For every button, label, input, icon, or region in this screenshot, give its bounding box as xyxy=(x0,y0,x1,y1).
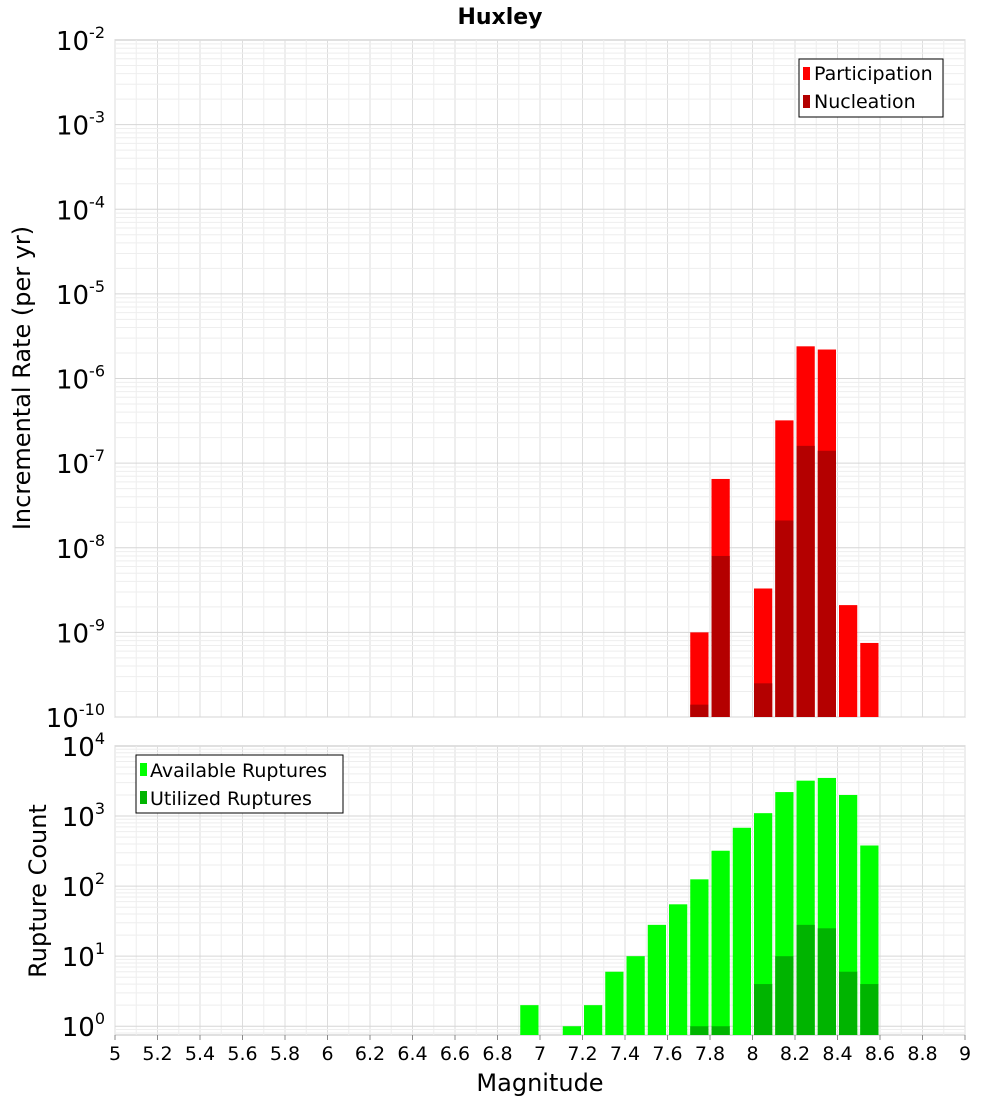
rate-bar-inner xyxy=(754,683,773,717)
count-y-tick-label: 102 xyxy=(62,869,105,903)
count-bar-outer xyxy=(669,904,688,1035)
available-legend-label: Available Ruptures xyxy=(150,760,327,782)
x-tick-label: 7.8 xyxy=(695,1043,725,1065)
x-tick-label: 7.4 xyxy=(610,1043,640,1065)
count-bar-outer xyxy=(562,1026,581,1035)
rate-bar-outer xyxy=(839,605,858,717)
x-tick-label: 6.8 xyxy=(482,1043,512,1065)
x-tick-label: 7 xyxy=(534,1043,546,1065)
x-tick-label: 9 xyxy=(959,1043,971,1065)
rate-y-tick-label: 10-4 xyxy=(56,192,105,226)
nucleation-legend-label: Nucleation xyxy=(814,91,916,113)
count-y-tick-label: 100 xyxy=(62,1009,105,1043)
x-tick-label: 5 xyxy=(109,1043,121,1065)
x-tick-label: 5.2 xyxy=(142,1043,172,1065)
x-tick-label: 8.8 xyxy=(907,1043,937,1065)
x-axis-label: Magnitude xyxy=(476,1069,603,1097)
x-tick-label: 6.2 xyxy=(355,1043,385,1065)
count-legend: Available Ruptures Utilized Ruptures xyxy=(135,754,344,814)
rate-bars xyxy=(690,346,879,717)
x-tick-label: 6.4 xyxy=(397,1043,427,1065)
rate-y-axis-label: Incremental Rate (per yr) xyxy=(8,226,36,530)
rate-bar-outer xyxy=(690,632,709,717)
count-bar-inner xyxy=(754,984,773,1035)
rate-y-tick-label: 10-10 xyxy=(46,700,105,734)
count-bar-inner xyxy=(860,984,879,1035)
rate-bar-inner xyxy=(711,555,730,717)
x-tick-label: 5.6 xyxy=(227,1043,257,1065)
utilized-legend-swatch xyxy=(140,791,147,804)
nucleation-legend-swatch xyxy=(803,95,810,108)
rate-y-tick-label: 10-5 xyxy=(56,277,105,311)
count-bar-inner xyxy=(839,971,858,1035)
count-legend-box xyxy=(135,754,344,814)
rate-bar-outer xyxy=(860,642,879,717)
x-tick-label: 6 xyxy=(321,1043,333,1065)
x-tick-label: 7.6 xyxy=(652,1043,682,1065)
chart-title: Huxley xyxy=(457,5,542,30)
rate-y-tick-label: 10-2 xyxy=(56,23,105,57)
count-y-tick-label: 104 xyxy=(62,729,105,763)
x-tick-label: 7.2 xyxy=(567,1043,597,1065)
x-tick-label: 8.2 xyxy=(780,1043,810,1065)
count-bar-inner xyxy=(817,928,836,1035)
x-tick-label: 8.4 xyxy=(822,1043,852,1065)
count-y-axis-label: Rupture Count xyxy=(24,804,52,978)
count-bar-inner xyxy=(690,1026,709,1035)
rate-y-tick-label: 10-8 xyxy=(56,531,105,565)
x-tick-label: 6.6 xyxy=(440,1043,470,1065)
x-tick-label: 8 xyxy=(746,1043,758,1065)
count-bar-outer xyxy=(647,924,666,1035)
count-panel: 100 101 102 103 104 5 5.2 5.4 5.6 5.8 6 6.2 6.4 6.6 6… xyxy=(24,729,971,1097)
count-bar-outer xyxy=(711,850,730,1035)
count-bar-outer xyxy=(520,1005,539,1035)
rate-bar-inner xyxy=(796,445,815,717)
rate-y-tick-label: 10-7 xyxy=(56,446,105,480)
count-bar-inner xyxy=(796,924,815,1035)
rate-bar-inner xyxy=(817,450,836,717)
rate-legend: Participation Nucleation xyxy=(798,58,944,118)
rate-legend-box xyxy=(798,58,944,118)
count-bar-inner xyxy=(711,1026,730,1035)
available-legend-swatch xyxy=(140,763,147,776)
count-bar-outer xyxy=(605,971,624,1035)
count-bar-outer xyxy=(732,827,751,1035)
count-y-tick-label: 103 xyxy=(62,799,105,833)
rate-bar-inner xyxy=(775,520,794,717)
x-tick-label: 5.8 xyxy=(270,1043,300,1065)
count-y-ticks: 100 101 102 103 104 xyxy=(62,729,105,1043)
count-bar-inner xyxy=(775,956,794,1035)
count-bar-outer xyxy=(690,879,709,1035)
count-y-tick-label: 101 xyxy=(62,939,105,973)
rate-y-tick-label: 10-3 xyxy=(56,108,105,142)
count-bars xyxy=(520,777,879,1035)
rate-bar-inner xyxy=(690,704,709,717)
x-tick-label: 8.6 xyxy=(865,1043,895,1065)
participation-legend-label: Participation xyxy=(814,63,933,85)
x-tick-label: 5.4 xyxy=(185,1043,215,1065)
count-bar-outer xyxy=(754,813,773,1035)
rate-y-tick-label: 10-9 xyxy=(56,615,105,649)
count-bar-outer xyxy=(584,1005,603,1035)
rate-grid xyxy=(114,40,966,718)
rate-panel: 10-10 10-9 10-8 10-7 10-6 10-5 10-4 10-3 10-2 In… xyxy=(8,23,966,734)
rate-y-tick-label: 10-6 xyxy=(56,362,105,396)
rate-y-ticks: 10-10 10-9 10-8 10-7 10-6 10-5 10-4 10-3 10-2 xyxy=(46,23,105,734)
utilized-legend-label: Utilized Ruptures xyxy=(150,788,312,810)
participation-legend-swatch xyxy=(803,67,810,80)
count-bar-outer xyxy=(626,956,645,1035)
count-x-ticks: 5 5.2 5.4 5.6 5.8 6 6.2 6.4 6.6 6.8 7 7.2 7.4 7.6 7.8 8… xyxy=(109,1035,971,1065)
